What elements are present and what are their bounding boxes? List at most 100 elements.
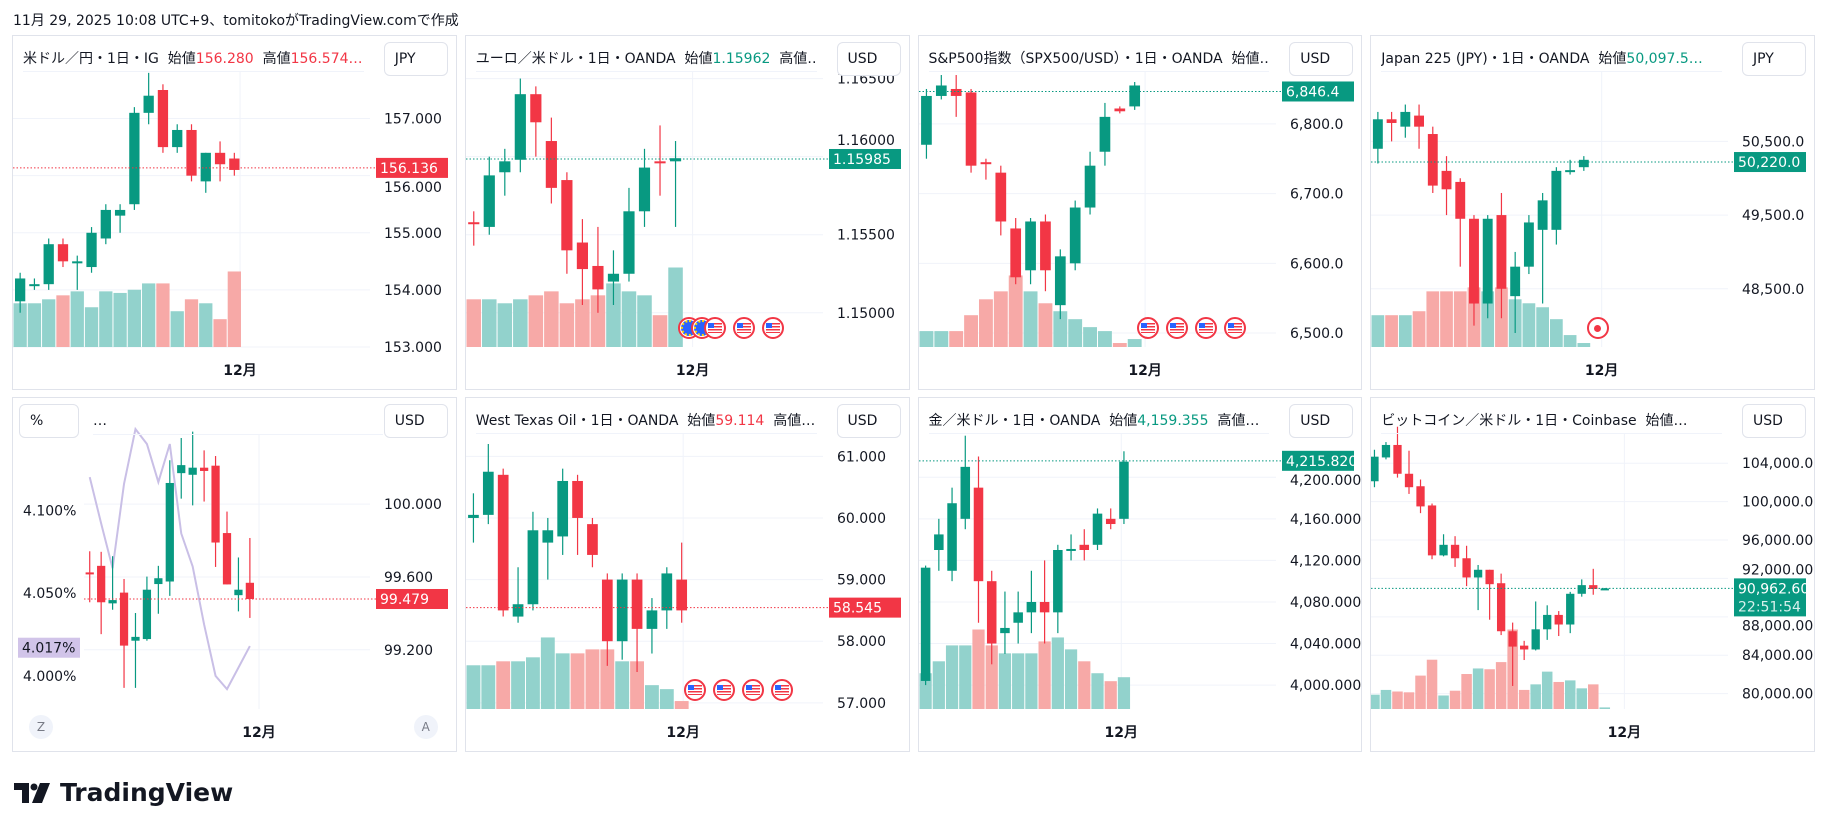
volume-bar bbox=[659, 689, 674, 709]
currency-button[interactable]: USD bbox=[836, 42, 901, 76]
volume-bar bbox=[1024, 653, 1037, 709]
currency-button[interactable]: USD bbox=[836, 404, 901, 438]
us-flag-event-icon[interactable] bbox=[771, 679, 794, 701]
candle bbox=[57, 238, 69, 268]
us-flag-event-icon[interactable] bbox=[1137, 317, 1160, 339]
last-price-label-bg bbox=[376, 588, 448, 609]
chart-panel-spx500[interactable]: 6,800.0 6,700.0 6,600.0 6,500.0 12月 6,846.4 S&… bbox=[917, 35, 1363, 390]
us-flag-event-icon[interactable] bbox=[713, 679, 736, 701]
price-tick-label: 1.15000 bbox=[837, 306, 895, 322]
volume-bar bbox=[652, 315, 668, 347]
chart-caption: 11月 29, 2025 10:08 UTC+9、tomitokoがTradin… bbox=[13, 13, 459, 29]
volume-bar bbox=[1412, 311, 1426, 347]
zoom-auto-button-left[interactable]: Z bbox=[29, 715, 53, 739]
candle bbox=[1428, 126, 1438, 193]
chart-canvas[interactable]: 50,500.0 49,500.0 48,500.0 12月 50,220.0 bbox=[1371, 36, 1814, 389]
price-tick-label: 60.000 bbox=[837, 511, 886, 527]
legend-text: ビットコイン／米ドル・1日・Coinbase 始値… bbox=[1381, 413, 1688, 429]
candle bbox=[1393, 426, 1402, 478]
chart-legend-title[interactable]: ユーロ／米ドル・1日・OANDA 始値1.15962 高値… bbox=[475, 46, 817, 72]
candle bbox=[601, 573, 613, 666]
yield-tick-label: 4.100% bbox=[23, 503, 76, 519]
event-marker-icon[interactable] bbox=[1586, 317, 1609, 339]
more-legend-button[interactable]: … bbox=[93, 408, 383, 435]
price-tick-label: 153.000 bbox=[384, 340, 442, 356]
candle bbox=[482, 444, 494, 525]
volume-bar bbox=[142, 283, 156, 347]
candle bbox=[592, 226, 604, 313]
currency-button[interactable]: USD bbox=[1289, 404, 1354, 438]
volume-bar bbox=[481, 299, 497, 347]
candle bbox=[994, 165, 1006, 236]
tradingview-logo[interactable]: TradingView bbox=[14, 778, 233, 807]
chart-legend-title[interactable]: S&P500指数（SPX500/USD）・1日・OANDA 始値… bbox=[928, 46, 1270, 72]
candle bbox=[1118, 451, 1129, 525]
last-price-label-bg bbox=[376, 157, 448, 178]
chart-legend-title[interactable]: 米ドル／円・1日・IG 始値156.280 高値156.574… bbox=[23, 46, 364, 72]
candle bbox=[1485, 569, 1495, 620]
chart-canvas[interactable]: 157.000 156.000 155.000 154.000 153.000 12月 15… bbox=[13, 36, 456, 389]
volume-bar bbox=[1023, 291, 1037, 347]
volume-bar bbox=[496, 661, 510, 709]
volume-bar bbox=[1052, 311, 1067, 347]
us-flag-event-icon[interactable] bbox=[762, 317, 785, 339]
chart-legend-title[interactable]: 金／米ドル・1日・OANDA 始値4,159.355 高値… bbox=[928, 408, 1270, 434]
currency-button[interactable]: USD bbox=[383, 404, 448, 438]
chart-canvas[interactable]: 4,200.000 4,160.000 4,120.000 4,080.000 4,04… bbox=[918, 398, 1362, 751]
volume-bar bbox=[958, 645, 971, 709]
us-flag-event-icon[interactable] bbox=[733, 317, 756, 339]
flag-glyph bbox=[1141, 323, 1156, 333]
candle bbox=[142, 576, 152, 641]
currency-button[interactable]: USD bbox=[1742, 404, 1806, 438]
candle bbox=[143, 72, 154, 125]
scale-percent-button[interactable]: % bbox=[19, 404, 79, 438]
currency-button[interactable]: USD bbox=[1289, 42, 1354, 76]
chart-canvas[interactable]: 61.000 60.000 59.000 58.000 57.000 12月 58.545 bbox=[465, 398, 909, 751]
candle bbox=[1024, 217, 1036, 285]
us-flag-event-icon[interactable] bbox=[684, 679, 707, 701]
volume-bar bbox=[512, 299, 528, 347]
candle bbox=[1508, 622, 1518, 686]
candle bbox=[960, 435, 970, 530]
eu-flag-event-icon[interactable] bbox=[678, 317, 701, 339]
chart-panel-wti[interactable]: 61.000 60.000 59.000 58.000 57.000 12月 58.545 W… bbox=[464, 397, 910, 752]
chart-panel-eurusd[interactable]: 1.16500 1.16000 1.15500 1.15000 12月 1.15985 ユー… bbox=[464, 35, 910, 390]
us-flag-event-icon[interactable] bbox=[704, 317, 727, 339]
us-flag-event-icon[interactable] bbox=[1224, 317, 1247, 339]
candle bbox=[530, 86, 542, 157]
time-axis-label: 12月 bbox=[666, 725, 699, 741]
candle bbox=[514, 78, 526, 173]
volume-bar bbox=[1588, 684, 1599, 709]
us-flag-event-icon[interactable] bbox=[1195, 317, 1218, 339]
chart-panel-japan225[interactable]: 50,500.0 49,500.0 48,500.0 12月 50,220.0 Japan… bbox=[1370, 35, 1815, 390]
volume-bar bbox=[1519, 689, 1530, 709]
volume-bar bbox=[1038, 641, 1051, 709]
candle bbox=[157, 84, 169, 153]
price-tick-label: 156.000 bbox=[384, 180, 442, 196]
us-flag-event-icon[interactable] bbox=[1166, 317, 1189, 339]
chart-canvas[interactable]: 6,800.0 6,700.0 6,600.0 6,500.0 12月 6,846.4 bbox=[918, 36, 1362, 389]
chart-panel-bitcoin[interactable]: 104,000.00 100,000.00 96,000.00 92,000.00 88… bbox=[1370, 397, 1815, 752]
chart-panel-usdjpy[interactable]: 157.000 156.000 155.000 154.000 153.000 12月 15… bbox=[12, 35, 457, 390]
candle bbox=[1462, 545, 1471, 587]
volume-bar bbox=[932, 661, 945, 709]
auto-scale-button[interactable]: A bbox=[413, 715, 438, 739]
currency-button[interactable]: JPY bbox=[1742, 42, 1806, 76]
chart-legend-title[interactable]: ビットコイン／米ドル・1日・Coinbase 始値… bbox=[1381, 408, 1722, 434]
us-flag-event-icon[interactable] bbox=[742, 679, 765, 701]
price-tick-label: 6,500.0 bbox=[1290, 326, 1343, 342]
currency-button[interactable]: JPY bbox=[383, 42, 448, 76]
price-tick-label: 1.16000 bbox=[837, 133, 895, 149]
price-tick-label: 84,000.00 bbox=[1742, 648, 1813, 664]
volume-bar bbox=[600, 649, 614, 709]
chart-legend-title[interactable]: West Texas Oil・1日・OANDA 始値59.114 高値… bbox=[475, 408, 817, 434]
candle bbox=[1069, 200, 1081, 271]
price-tick-label: 1.15500 bbox=[837, 228, 895, 244]
price-tick-label: 96,000.00 bbox=[1742, 533, 1813, 549]
candle bbox=[512, 567, 524, 623]
chart-legend-title[interactable]: Japan 225 (JPY)・1日・OANDA 始値50,097.5… bbox=[1381, 46, 1722, 72]
chart-panel-yield-dxy[interactable]: 100.000 99.600 99.200 12月 4.100% 4.050% 4.000%… bbox=[12, 397, 457, 752]
chart-canvas[interactable]: 104,000.00 100,000.00 96,000.00 92,000.00 88… bbox=[1371, 398, 1814, 751]
chart-canvas[interactable]: 100.000 99.600 99.200 12月 4.100% 4.050% 4.000%… bbox=[13, 398, 456, 751]
chart-panel-gold[interactable]: 4,200.000 4,160.000 4,120.000 4,080.000 4,04… bbox=[917, 397, 1363, 752]
